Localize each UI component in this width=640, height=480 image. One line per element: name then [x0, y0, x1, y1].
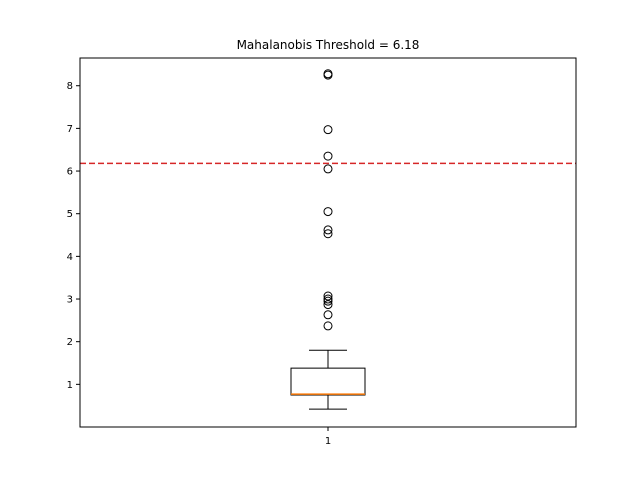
outlier-point: [323, 321, 333, 331]
outlier-point: [323, 291, 333, 301]
iqr-box: [290, 367, 366, 396]
x-axis: 1: [325, 427, 331, 447]
y-tick-label: 5: [67, 209, 73, 220]
y-tick-label: 8: [67, 81, 73, 92]
axes-frame: [79, 57, 577, 428]
outlier-point: [323, 151, 333, 161]
outlier-point: [323, 125, 333, 135]
outlier-point: [323, 225, 333, 235]
chart-title: Mahalanobis Threshold = 6.18: [237, 38, 420, 52]
outlier-point: [323, 229, 333, 239]
outlier-point: [323, 296, 333, 306]
x-tick-label: 1: [325, 436, 331, 447]
y-tick-label: 1: [67, 380, 73, 391]
outlier-point: [323, 300, 333, 310]
y-axis: 1 2 3 4 5 6 7 8: [67, 81, 80, 391]
y-tick-label: 7: [67, 124, 73, 135]
y-tick-label: 2: [67, 337, 73, 348]
y-tick-label: 3: [67, 295, 73, 306]
outlier-point: [323, 310, 333, 320]
outlier-point: [323, 294, 333, 304]
y-tick-label: 6: [67, 167, 73, 178]
outlier-point: [323, 207, 333, 217]
plot-area: [80, 69, 576, 410]
outlier-point: [323, 164, 333, 174]
y-tick-label: 4: [67, 252, 73, 263]
outlier-point: [323, 69, 333, 79]
